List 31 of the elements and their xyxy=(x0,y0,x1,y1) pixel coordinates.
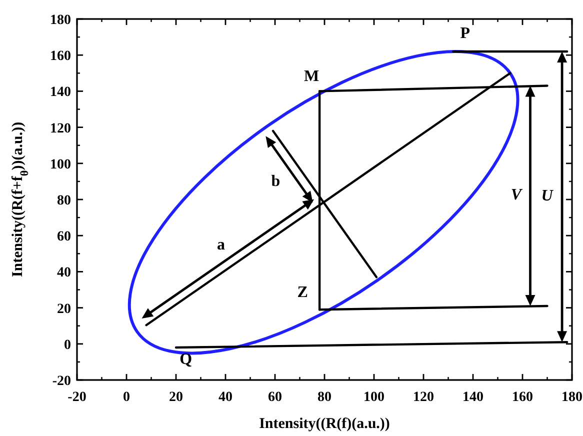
y-tick-label: 20 xyxy=(57,302,71,317)
x-tick-label: 40 xyxy=(218,390,232,405)
x-tick-label: 80 xyxy=(318,390,332,405)
y-tick-label: 100 xyxy=(50,157,71,172)
y-tick-label: 140 xyxy=(50,85,71,100)
x-tick-label: 60 xyxy=(268,390,282,405)
annotation: b xyxy=(271,173,280,190)
y-tick-label: 160 xyxy=(50,49,71,64)
y-tick-label: 60 xyxy=(57,230,71,245)
annotation: P xyxy=(460,25,470,42)
y-tick-label: 0 xyxy=(64,338,71,353)
y-tick-label: 120 xyxy=(50,121,71,136)
annotation: V xyxy=(510,186,523,204)
x-tick-label: 120 xyxy=(413,390,434,405)
x-tick-label: 20 xyxy=(169,390,183,405)
annotation: Q xyxy=(180,351,192,368)
annotation: a xyxy=(217,236,226,254)
y-tick-label: 40 xyxy=(57,266,71,281)
x-tick-label: 180 xyxy=(562,390,582,405)
x-axis-title: Intensity((R(f)(a.u.)) xyxy=(259,416,390,432)
x-tick-label: -20 xyxy=(68,390,86,405)
x-tick-label: 160 xyxy=(512,390,533,405)
x-tick-label: 140 xyxy=(462,390,484,405)
y-tick-label: -20 xyxy=(52,374,71,389)
y-tick-label: 180 xyxy=(50,13,71,28)
y-tick-label: 80 xyxy=(57,194,71,208)
annotation: U xyxy=(541,187,554,204)
x-tick-label: 100 xyxy=(364,390,384,405)
annotation: Z xyxy=(297,284,308,302)
x-tick-label: 0 xyxy=(123,390,130,405)
annotation: M xyxy=(304,68,320,85)
